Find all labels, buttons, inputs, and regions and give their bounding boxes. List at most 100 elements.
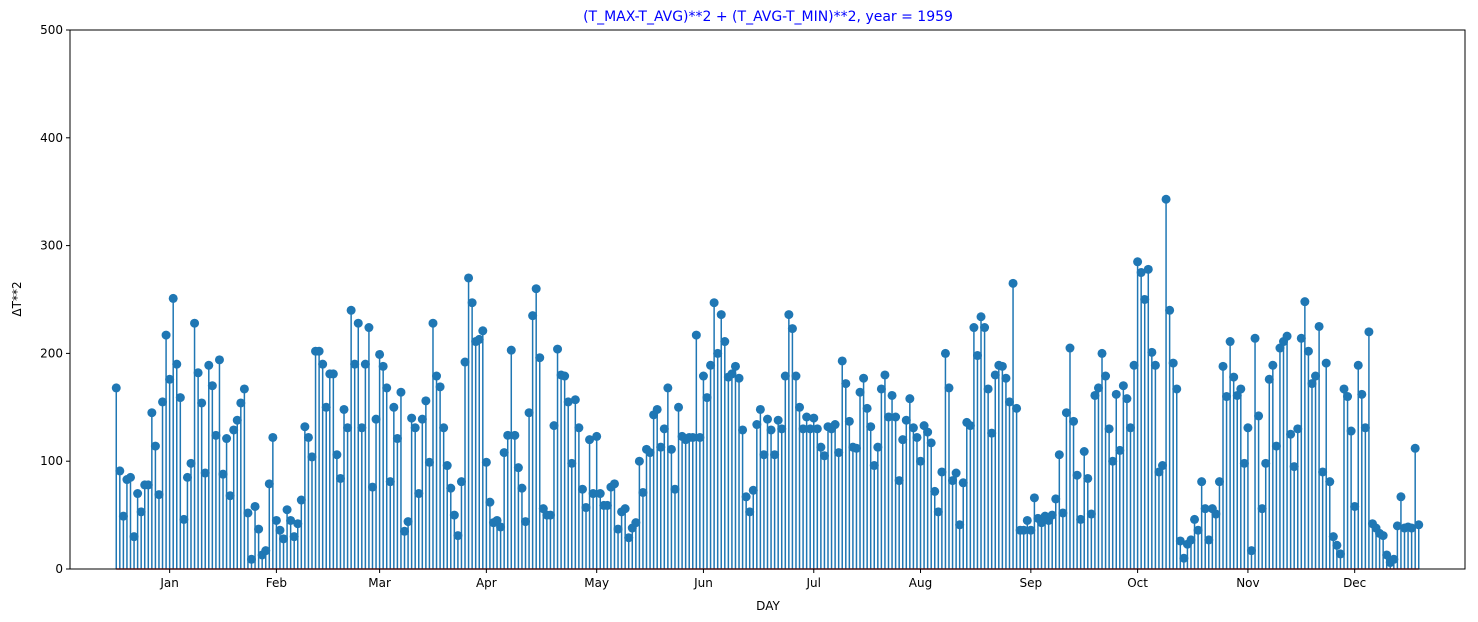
stem-marker <box>1346 426 1356 436</box>
stem-marker <box>1190 514 1200 524</box>
stem-marker <box>545 510 555 520</box>
stem-marker <box>1229 372 1239 382</box>
stem-marker <box>965 421 975 431</box>
stem-marker <box>969 323 979 333</box>
stem-marker <box>880 370 890 380</box>
stem-marker <box>997 361 1007 371</box>
stem-marker <box>1026 525 1036 535</box>
stem-marker <box>1047 510 1057 520</box>
stem-marker <box>207 381 217 391</box>
stem-marker <box>549 421 559 431</box>
stem-marker <box>748 485 758 495</box>
stem-marker <box>809 413 819 423</box>
stem-marker <box>784 310 794 320</box>
stem-marker <box>802 412 812 422</box>
stem-marker <box>780 371 790 381</box>
stem-marker <box>716 310 726 320</box>
stem-marker <box>588 489 598 499</box>
stem-marker <box>118 511 128 521</box>
stem-marker <box>763 414 772 424</box>
stem-marker <box>1318 467 1328 477</box>
stem-marker <box>883 412 893 422</box>
stem-marker <box>1360 423 1370 433</box>
stem-marker <box>1147 347 1157 357</box>
stem-marker <box>193 368 203 378</box>
stem-marker <box>634 456 644 466</box>
stem-marker <box>186 458 196 468</box>
stem-marker <box>296 495 306 505</box>
stem-marker <box>980 323 990 333</box>
stem-marker <box>1175 536 1185 546</box>
stem-marker <box>1300 297 1310 307</box>
stem-marker <box>930 486 940 496</box>
stem-marker <box>901 415 911 425</box>
stem-marker <box>691 330 701 340</box>
stem-marker <box>1396 492 1406 502</box>
stem-marker <box>1293 424 1303 434</box>
stem-marker <box>659 424 669 434</box>
stem-marker <box>1257 504 1267 514</box>
x-tick-label: Jun <box>693 576 713 590</box>
stem-marker <box>1325 477 1335 487</box>
stem-marker <box>456 477 466 487</box>
stem-marker <box>239 384 249 394</box>
stem-marker <box>204 360 214 370</box>
stem-marker <box>250 501 260 511</box>
y-tick-label: 500 <box>40 23 63 37</box>
stem-marker <box>666 444 676 454</box>
stem-marker <box>172 359 182 369</box>
stem-marker <box>464 273 474 283</box>
stem-marker <box>485 497 495 507</box>
stem-marker <box>385 477 395 487</box>
stem-marker <box>318 359 328 369</box>
x-tick-label: Nov <box>1236 576 1259 590</box>
stem-marker <box>1104 424 1114 434</box>
stem-marker <box>1332 540 1342 550</box>
stem-marker <box>111 383 121 393</box>
stem-marker <box>613 524 623 534</box>
stem-marker <box>1254 411 1264 421</box>
stem-marker <box>1076 514 1086 524</box>
stem-marker <box>535 353 545 363</box>
stem-marker <box>524 408 534 418</box>
stem-marker <box>517 483 527 493</box>
stem-marker <box>1200 504 1210 514</box>
stem-marker <box>1054 450 1064 460</box>
stem-marker <box>674 402 684 412</box>
stem-marker <box>916 456 926 466</box>
stem-marker <box>1061 408 1071 418</box>
chart-title: (T_MAX-T_AVG)**2 + (T_AVG-T_MIN)**2, yea… <box>583 9 953 25</box>
stem-marker <box>414 489 424 499</box>
stem-marker <box>1093 383 1103 393</box>
x-tick-label: Oct <box>1127 576 1148 590</box>
stem-marker <box>1186 535 1196 545</box>
stem-marker <box>1410 443 1420 453</box>
stem-marker <box>446 483 456 493</box>
stem-marker <box>158 397 168 407</box>
stem-marker <box>876 384 886 394</box>
stem-marker <box>1172 384 1182 394</box>
stem-marker <box>1051 494 1061 504</box>
stem-marker <box>1350 501 1360 511</box>
stem-marker <box>592 431 602 441</box>
stem-marker <box>983 384 993 394</box>
stem-marker <box>1179 553 1189 563</box>
stem-marker <box>460 357 470 367</box>
stem-marker <box>851 443 861 453</box>
stem-marker <box>275 525 285 535</box>
stem-marker <box>795 402 805 412</box>
stem-marker <box>293 519 303 529</box>
stem-marker <box>609 479 619 489</box>
stem-marker <box>1335 549 1345 559</box>
stem-marker <box>150 441 160 451</box>
x-tick-label: Jan <box>159 576 179 590</box>
stem-marker <box>229 425 239 435</box>
stem-marker <box>905 394 915 404</box>
stem-marker <box>948 476 958 486</box>
stem-marker <box>553 344 563 354</box>
stem-marker <box>698 371 708 381</box>
stem-marker <box>891 412 901 422</box>
stem-marker <box>859 373 869 383</box>
stem-marker <box>1008 278 1018 288</box>
